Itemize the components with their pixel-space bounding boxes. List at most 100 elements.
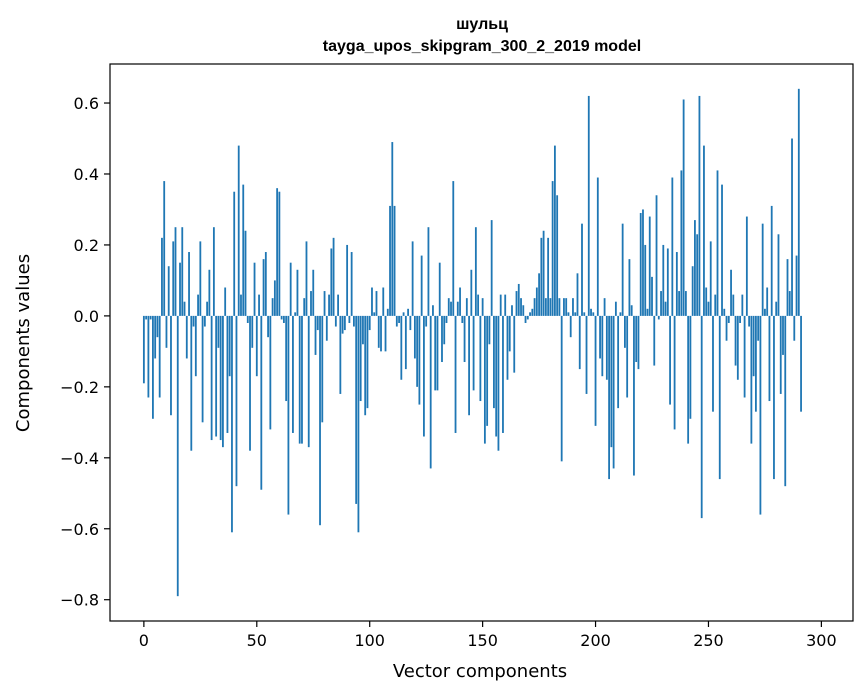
bar-113 bbox=[398, 315, 400, 323]
bar-152 bbox=[486, 315, 489, 426]
bar-39 bbox=[231, 315, 233, 533]
bar-238 bbox=[680, 170, 683, 316]
bar-266 bbox=[743, 315, 746, 398]
bar-97 bbox=[362, 315, 364, 345]
bar-92 bbox=[350, 252, 353, 316]
bar-111 bbox=[393, 205, 396, 316]
bar-78 bbox=[319, 315, 321, 526]
bar-79 bbox=[321, 315, 324, 423]
bar-14 bbox=[174, 227, 177, 316]
bar-94 bbox=[355, 315, 358, 504]
bar-4 bbox=[152, 315, 154, 419]
bar-67 bbox=[294, 312, 297, 316]
bar-208 bbox=[612, 315, 615, 469]
bar-33 bbox=[217, 315, 220, 348]
bar-220 bbox=[639, 213, 642, 316]
bar-267 bbox=[745, 216, 748, 316]
bar-147 bbox=[474, 227, 477, 316]
plot-frame bbox=[109, 63, 854, 622]
bar-241 bbox=[687, 315, 690, 444]
bar-112 bbox=[395, 315, 398, 327]
bar-128 bbox=[432, 305, 434, 316]
bar-178 bbox=[544, 298, 547, 316]
bar-183 bbox=[556, 195, 559, 316]
bar-34 bbox=[219, 315, 222, 441]
bar-130 bbox=[436, 315, 439, 391]
bar-235 bbox=[673, 315, 676, 430]
bar-251 bbox=[709, 241, 712, 316]
bar-106 bbox=[382, 287, 385, 316]
bar-216 bbox=[630, 305, 633, 316]
bar-16 bbox=[179, 262, 181, 316]
bar-290 bbox=[797, 88, 800, 316]
bar-284 bbox=[784, 315, 787, 487]
bar-5 bbox=[154, 315, 157, 359]
bar-149 bbox=[479, 315, 482, 402]
bar-77 bbox=[316, 315, 319, 331]
bar-215 bbox=[628, 259, 631, 316]
bar-132 bbox=[441, 315, 443, 363]
bar-29 bbox=[208, 269, 211, 316]
bar-240 bbox=[684, 291, 687, 316]
bar-107 bbox=[384, 315, 387, 352]
bar-143 bbox=[465, 298, 468, 316]
bar-248 bbox=[703, 145, 705, 316]
bar-200 bbox=[594, 315, 597, 426]
bar-285 bbox=[786, 259, 789, 316]
bar-291 bbox=[800, 315, 802, 412]
bar-204 bbox=[603, 298, 606, 316]
bar-60 bbox=[278, 191, 281, 316]
bar-54 bbox=[264, 252, 267, 316]
bar-101 bbox=[371, 287, 373, 316]
bar-239 bbox=[682, 99, 685, 316]
bar-246 bbox=[698, 95, 701, 316]
bar-281 bbox=[777, 234, 780, 316]
bar-272 bbox=[757, 315, 760, 341]
bar-256 bbox=[721, 184, 723, 316]
bar-211 bbox=[619, 312, 622, 316]
bar-264 bbox=[739, 315, 741, 323]
bar-223 bbox=[646, 308, 649, 316]
bar-116 bbox=[404, 315, 407, 370]
bar-69 bbox=[298, 315, 301, 444]
bar-257 bbox=[723, 308, 726, 316]
bar-52 bbox=[260, 315, 263, 490]
bar-289 bbox=[795, 255, 798, 316]
bar-181 bbox=[551, 181, 554, 316]
bar-153 bbox=[488, 315, 491, 345]
bar-209 bbox=[614, 301, 617, 316]
bar-9 bbox=[163, 181, 166, 316]
bar-190 bbox=[572, 298, 574, 316]
bar-120 bbox=[413, 315, 416, 359]
bar-255 bbox=[718, 315, 721, 480]
y-axis-label: Components values bbox=[13, 254, 34, 432]
bar-260 bbox=[730, 269, 732, 316]
bar-65 bbox=[289, 262, 292, 316]
bar-243 bbox=[691, 266, 694, 316]
bar-199 bbox=[592, 312, 595, 316]
bar-115 bbox=[402, 312, 405, 316]
bar-114 bbox=[400, 315, 403, 380]
y-tick-label: 0.4 bbox=[74, 165, 99, 184]
bar-91 bbox=[348, 315, 351, 323]
bar-47 bbox=[249, 315, 251, 451]
bar-64 bbox=[287, 315, 290, 515]
bar-32 bbox=[215, 315, 218, 437]
bar-51 bbox=[258, 294, 260, 316]
bar-13 bbox=[172, 241, 175, 316]
bar-7 bbox=[158, 315, 161, 398]
bar-283 bbox=[782, 315, 784, 355]
bar-196 bbox=[585, 315, 588, 394]
bar-18 bbox=[183, 301, 186, 316]
bar-207 bbox=[610, 315, 613, 448]
bar-158 bbox=[499, 294, 502, 316]
bar-165 bbox=[515, 291, 518, 316]
bar-197 bbox=[587, 95, 590, 316]
bar-0 bbox=[142, 315, 145, 384]
bar-225 bbox=[651, 276, 653, 316]
bar-84 bbox=[332, 237, 335, 316]
bar-140 bbox=[459, 287, 461, 316]
bar-148 bbox=[477, 294, 480, 316]
bar-254 bbox=[716, 170, 719, 316]
bar-167 bbox=[520, 298, 522, 316]
